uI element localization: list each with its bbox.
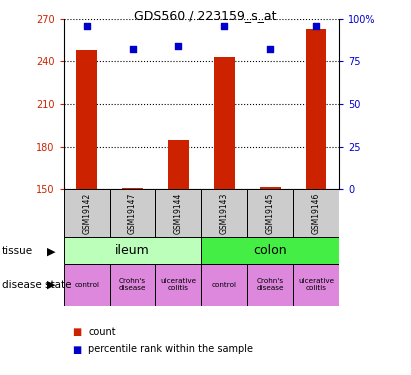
Bar [168,140,189,189]
Text: GSM19142: GSM19142 [82,193,91,234]
Bar [201,189,247,238]
Bar [293,189,339,238]
Text: control: control [74,282,99,288]
Bar [155,189,201,238]
Text: ileum: ileum [115,244,150,257]
Text: Crohn's
disease: Crohn's disease [119,278,146,291]
Point [175,43,182,49]
Point [83,22,90,28]
Point [313,22,319,28]
Text: GSM19145: GSM19145 [266,193,275,234]
Text: ulcerative
colitis: ulcerative colitis [298,278,334,291]
Point [221,22,228,28]
Bar [293,264,339,306]
Bar [64,189,110,238]
Text: Crohn's
disease: Crohn's disease [256,278,284,291]
Text: disease state: disease state [2,280,72,290]
Text: GSM19144: GSM19144 [174,193,183,234]
Text: ■: ■ [72,327,81,337]
Text: ■: ■ [72,345,81,354]
Text: ▶: ▶ [47,280,56,290]
Text: control: control [212,282,237,288]
Bar [110,264,155,306]
Point [129,46,136,53]
Bar [64,264,110,306]
Bar [64,237,201,264]
Bar [155,264,201,306]
Text: count: count [88,327,116,337]
Bar [76,50,97,189]
Text: percentile rank within the sample: percentile rank within the sample [88,345,253,354]
Text: tissue: tissue [2,246,33,256]
Text: ▶: ▶ [47,246,56,256]
Bar [110,189,155,238]
Point [267,46,274,53]
Text: GDS560 / 223159_s_at: GDS560 / 223159_s_at [134,9,277,22]
Text: colon: colon [254,244,287,257]
Bar [214,57,235,189]
Text: GSM19147: GSM19147 [128,193,137,234]
Bar [247,264,293,306]
Bar [201,237,339,264]
Bar [247,189,293,238]
Bar [260,186,281,189]
Text: GSM19143: GSM19143 [220,193,229,234]
Text: ulcerative
colitis: ulcerative colitis [160,278,196,291]
Bar [201,264,247,306]
Text: GSM19146: GSM19146 [312,193,321,234]
Bar [306,29,326,189]
Bar [122,188,143,189]
